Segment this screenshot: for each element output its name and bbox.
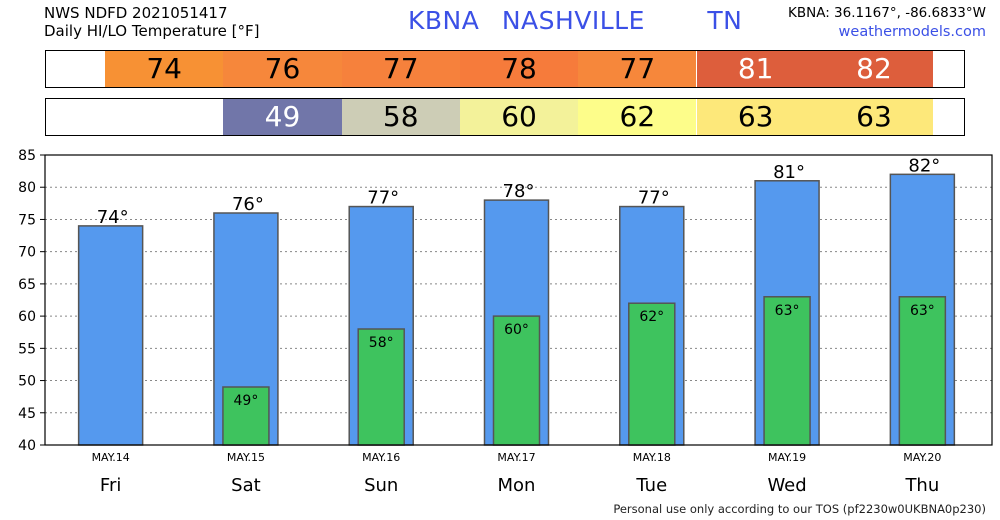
y-tick-label: 45	[18, 406, 36, 422]
y-tick-label: 85	[18, 148, 36, 164]
lo-strip-cell: 49	[223, 99, 342, 135]
lo-bar-label: 60°	[504, 322, 529, 338]
hi-bar-label: 76°	[232, 194, 264, 215]
station-city: NASHVILLE	[501, 6, 645, 35]
x-category-label: MAY.20	[903, 451, 941, 464]
hi-strip-cell: 74	[105, 51, 224, 87]
station-state: TN	[707, 6, 743, 35]
chart-title: Daily HI/LO Temperature [°F]	[44, 22, 260, 40]
lo-bar	[763, 296, 811, 446]
lo-temperature-strip: 49 58 60 62 63 63	[45, 98, 965, 136]
lo-strip-cell: 63	[814, 99, 934, 135]
station-header: KBNA NASHVILLE TN	[408, 6, 756, 35]
model-run-label: NWS NDFD 2021051417	[44, 4, 228, 22]
lo-bar	[222, 386, 270, 446]
hi-bar-label: 78°	[503, 181, 535, 202]
y-tick-label: 40	[18, 438, 36, 454]
station-id: KBNA	[408, 6, 480, 35]
lo-bar	[357, 328, 405, 446]
plot-frame	[44, 154, 993, 446]
y-tick-label: 60	[18, 309, 36, 325]
lo-bar-label: 49°	[234, 393, 259, 409]
x-day-label: Mon	[498, 475, 536, 496]
y-tick-label: 65	[18, 277, 36, 293]
lo-strip-cell: 58	[341, 99, 460, 135]
lo-bar-label: 58°	[369, 335, 394, 351]
lo-bar-label: 62°	[639, 309, 664, 325]
y-tick-label: 50	[18, 374, 36, 390]
x-day-label: Wed	[767, 475, 806, 496]
hi-bar-label: 77°	[638, 188, 670, 209]
y-tick-label: 75	[18, 212, 36, 228]
hi-strip-cell: 81	[696, 51, 815, 87]
hi-strip-cell: 77	[578, 51, 697, 87]
lo-bar-label: 63°	[775, 303, 800, 319]
lo-strip-cell: 62	[578, 99, 697, 135]
x-day-label: Thu	[904, 475, 939, 496]
x-category-label: MAY.16	[362, 451, 400, 464]
x-day-label: Sat	[231, 475, 261, 496]
hi-strip-cell: 77	[341, 51, 460, 87]
lo-strip-cell: 63	[696, 99, 815, 135]
lo-bar-label: 63°	[910, 303, 935, 319]
x-category-label: MAY.19	[768, 451, 806, 464]
lo-bar	[628, 302, 676, 446]
x-category-label: MAY.15	[227, 451, 265, 464]
lo-bar	[898, 296, 947, 446]
tos-footer: Personal use only according to our TOS (…	[613, 502, 986, 516]
y-tick-label: 55	[18, 341, 36, 357]
hi-bar	[77, 225, 144, 446]
x-category-label: MAY.18	[633, 451, 671, 464]
lo-bar	[492, 315, 541, 446]
lo-strip-cell: 60	[459, 99, 579, 135]
x-category-label: MAY.14	[92, 451, 130, 464]
chart-header-right: KBNA: 36.1167°, -86.6833°W weathermodels…	[788, 4, 986, 42]
y-tick-label: 80	[18, 180, 36, 196]
hi-strip-cell: 78	[459, 51, 579, 87]
station-coords: KBNA: 36.1167°, -86.6833°W	[787, 5, 986, 21]
hi-temperature-strip: 74 76 77 78 77 81 82	[45, 50, 965, 88]
x-day-label: Fri	[100, 475, 121, 496]
x-day-label: Tue	[635, 475, 667, 496]
hi-strip-cell: 76	[223, 51, 342, 87]
x-day-label: Sun	[364, 475, 398, 496]
x-category-label: MAY.17	[497, 451, 535, 464]
hi-bar-label: 81°	[773, 162, 805, 183]
y-tick-label: 70	[18, 245, 36, 261]
hi-bar-label: 82°	[908, 155, 940, 176]
hi-strip-cell: 82	[814, 51, 934, 87]
hi-bar-label: 77°	[367, 188, 399, 209]
chart-header-left: NWS NDFD 2021051417 Daily HI/LO Temperat…	[44, 4, 260, 40]
hi-bar-label: 74°	[97, 207, 129, 228]
site-name: weathermodels.com	[838, 24, 986, 40]
